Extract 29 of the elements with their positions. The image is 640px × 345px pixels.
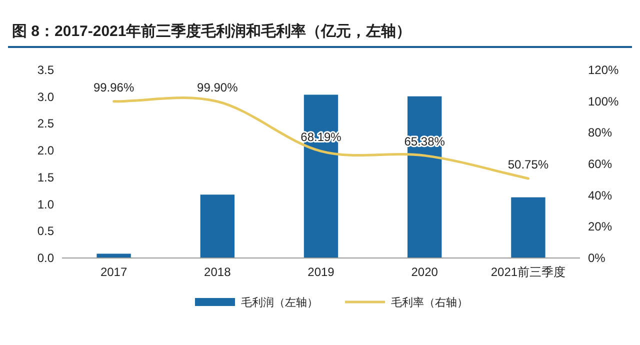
data-label: 99.96% <box>93 80 134 94</box>
y2-tick-label: 60% <box>588 157 612 171</box>
y-tick-label: 3.0 <box>37 90 54 104</box>
y-tick-label: 0.0 <box>37 251 54 265</box>
y2-tick-label: 80% <box>588 126 612 140</box>
y2-tick-label: 20% <box>588 220 612 234</box>
y2-tick-label: 100% <box>588 94 620 108</box>
y2-tick-label: 40% <box>588 188 612 202</box>
x-tick-label: 2017 <box>100 265 128 279</box>
y-tick-label: 2.5 <box>37 116 54 131</box>
bar <box>511 197 546 258</box>
y2-tick-label: 0% <box>588 251 606 265</box>
x-tick-label: 2019 <box>308 265 335 279</box>
legend-label: 毛利率（右轴） <box>391 296 468 309</box>
bar <box>200 194 234 258</box>
data-label: 50.75% <box>508 157 549 172</box>
y2-tick-label: 120% <box>588 63 620 77</box>
x-tick-label: 2021前三季度 <box>490 265 566 279</box>
legend-label: 毛利润（左轴） <box>241 296 318 309</box>
y-tick-label: 3.5 <box>37 63 54 77</box>
y-tick-label: 1.5 <box>37 170 54 184</box>
chart-title: 图 8：2017-2021年前三季度毛利润和毛利率（亿元，左轴） <box>12 22 412 40</box>
y-tick-label: 0.5 <box>37 224 54 238</box>
x-tick-label: 2018 <box>204 265 232 279</box>
bar <box>96 254 131 258</box>
data-label: 99.90% <box>197 80 238 94</box>
y-tick-label: 2.0 <box>37 144 54 158</box>
y-tick-label: 1.0 <box>37 197 54 212</box>
x-tick-label: 2020 <box>411 265 438 279</box>
